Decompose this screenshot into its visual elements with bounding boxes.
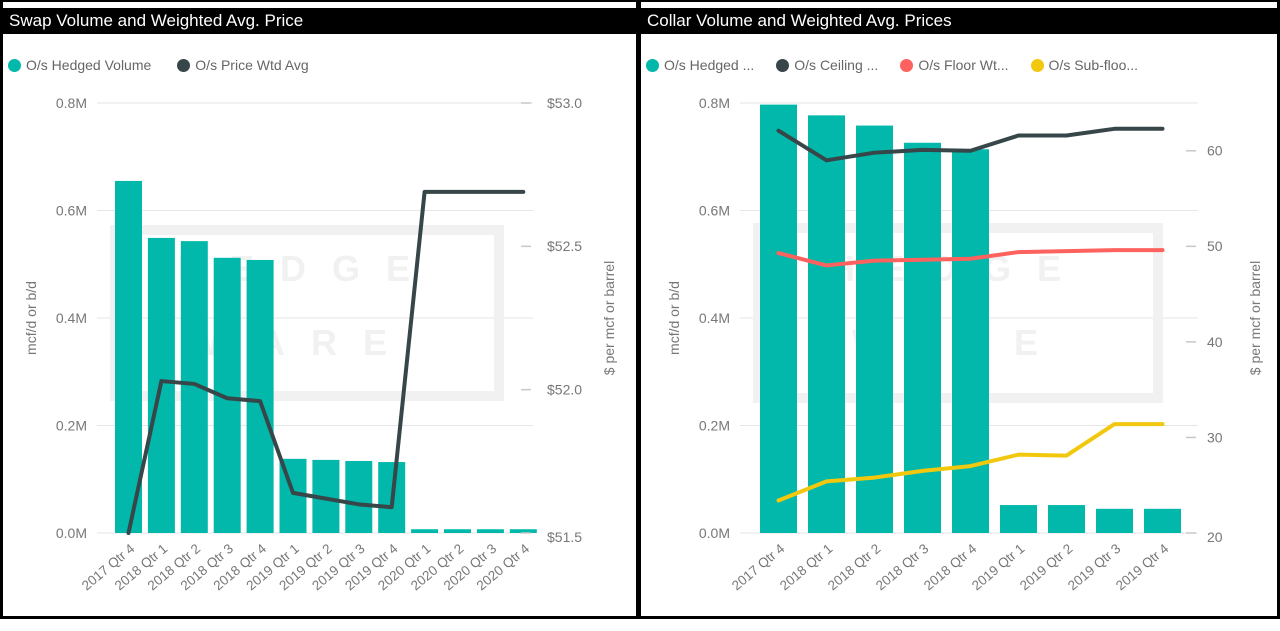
legend-item-o-s-price-wtd-avg[interactable]: O/s Price Wtd Avg (177, 57, 309, 73)
y1-axis-title: mcf/d or b/d (23, 281, 39, 355)
legend-dot-icon (646, 58, 659, 72)
bar-2020-qtr-4[interactable] (509, 529, 537, 533)
bar-2019-qtr-3[interactable] (345, 460, 373, 533)
x-tick-label-2018-qtr-3: 2018 Qtr 3 (873, 541, 932, 593)
y2-tick-label: 40 (1207, 334, 1223, 350)
y2-tick-label: $51.5 (547, 529, 582, 545)
bar-2019-qtr-3[interactable] (1096, 508, 1133, 533)
bar-2020-qtr-2[interactable] (444, 529, 471, 533)
legend-item-label: O/s Hedged ... (664, 57, 755, 73)
y2-tick-label: 20 (1207, 529, 1223, 545)
x-tick-label-2019-qtr-1: 2019 Qtr 1 (969, 541, 1028, 593)
legend-collar-chart: O/s Hedged ... O/s Ceiling ... O/s Floor W… (646, 57, 1138, 73)
chart-title-bar-swap: Swap Volume and Weighted Avg. Price (3, 8, 636, 34)
legend-item-o-s-sub-floo[interactable]: O/s Sub-floo... (1030, 57, 1139, 73)
chart-title-collar: Collar Volume and Weighted Avg. Prices (647, 11, 952, 30)
y2-axis-title: $ per mcf or barrel (601, 261, 617, 375)
y2-tick-label: $53.0 (547, 95, 582, 111)
x-tick-label-2019-qtr-2: 2019 Qtr 2 (1017, 541, 1076, 593)
legend-dot-icon (1030, 58, 1044, 72)
y2-tick-label: $52.5 (547, 238, 582, 254)
legend-dot-icon (900, 58, 914, 72)
x-tick-label-2019-qtr-3: 2019 Qtr 3 (1065, 541, 1124, 593)
x-tick-label-2019-qtr-4: 2019 Qtr 4 (1113, 540, 1172, 593)
legend-item-label: O/s Ceiling ... (794, 57, 879, 73)
bar-2019-qtr-2[interactable] (1048, 505, 1085, 533)
line-o-s-price-wtd-avg[interactable] (126, 189, 526, 535)
y1-tick-label: 0.4M (699, 310, 730, 326)
y1-tick-label: 0.6M (56, 202, 87, 218)
x-tick-label-2018-qtr-2: 2018 Qtr 2 (825, 541, 884, 593)
bar-2018-qtr-4[interactable] (952, 149, 989, 533)
legend-item-o-s-ceiling[interactable]: O/s Ceiling ... (776, 57, 878, 73)
legend-item-o-s-floor-wt[interactable]: O/s Floor Wt... (900, 57, 1009, 73)
legend-item-label: O/s Price Wtd Avg (195, 57, 309, 73)
y2-tick-label: 60 (1207, 143, 1223, 159)
bar-2020-qtr-1[interactable] (411, 529, 439, 533)
bar-2018-qtr-1[interactable] (808, 115, 845, 534)
line-o-s-floor-wt[interactable] (776, 248, 1165, 268)
legend-item-o-s-hedged-volume[interactable]: O/s Hedged Volume (8, 57, 151, 73)
legend-dot-icon (8, 58, 21, 72)
legend-item-label: O/s Hedged Volume (26, 57, 152, 73)
y1-tick-label: 0.4M (56, 310, 87, 326)
y2-tick-label: 30 (1207, 429, 1223, 445)
y1-tick-label: 0.0M (56, 525, 87, 541)
chart-title-bar-collar: Collar Volume and Weighted Avg. Prices (641, 8, 1277, 34)
line-o-s-sub-floo[interactable] (776, 422, 1165, 503)
legend-item-label: O/s Floor Wt... (918, 57, 1009, 73)
x-tick-label-2018-qtr-1: 2018 Qtr 1 (777, 541, 836, 593)
y2-axis-title: $ per mcf or barrel (1247, 261, 1263, 375)
legend-item-label: O/s Sub-floo... (1048, 57, 1139, 73)
y2-tick-label: $52.0 (547, 382, 582, 398)
line-o-s-ceiling[interactable] (776, 126, 1165, 163)
panel-divider (636, 0, 641, 617)
legend-swap-chart: O/s Hedged Volume O/s Price Wtd Avg (8, 57, 309, 73)
y1-tick-label: 0.8M (699, 95, 730, 111)
bar-2019-qtr-4[interactable] (1144, 508, 1181, 533)
chart-title-swap: Swap Volume and Weighted Avg. Price (9, 11, 304, 30)
y1-tick-label: 0.8M (56, 95, 87, 111)
legend-item-o-s-hedged[interactable]: O/s Hedged ... (646, 57, 754, 73)
bar-2019-qtr-1[interactable] (1000, 505, 1037, 533)
bar-2020-qtr-3[interactable] (476, 529, 504, 533)
bar-2017-qtr-4[interactable] (115, 180, 142, 533)
bar-2018-qtr-4[interactable] (246, 259, 274, 533)
legend-dot-icon (776, 58, 790, 72)
bar-2018-qtr-2[interactable] (856, 125, 893, 533)
y1-axis-title: mcf/d or b/d (666, 281, 682, 355)
y1-tick-label: 0.2M (56, 417, 87, 433)
bar-2017-qtr-4[interactable] (760, 104, 797, 534)
legend-dot-icon (177, 58, 191, 72)
y1-tick-label: 0.2M (699, 417, 730, 433)
y1-tick-label: 0.0M (699, 525, 730, 541)
y2-tick-label: 50 (1207, 238, 1223, 254)
y1-tick-label: 0.6M (699, 202, 730, 218)
